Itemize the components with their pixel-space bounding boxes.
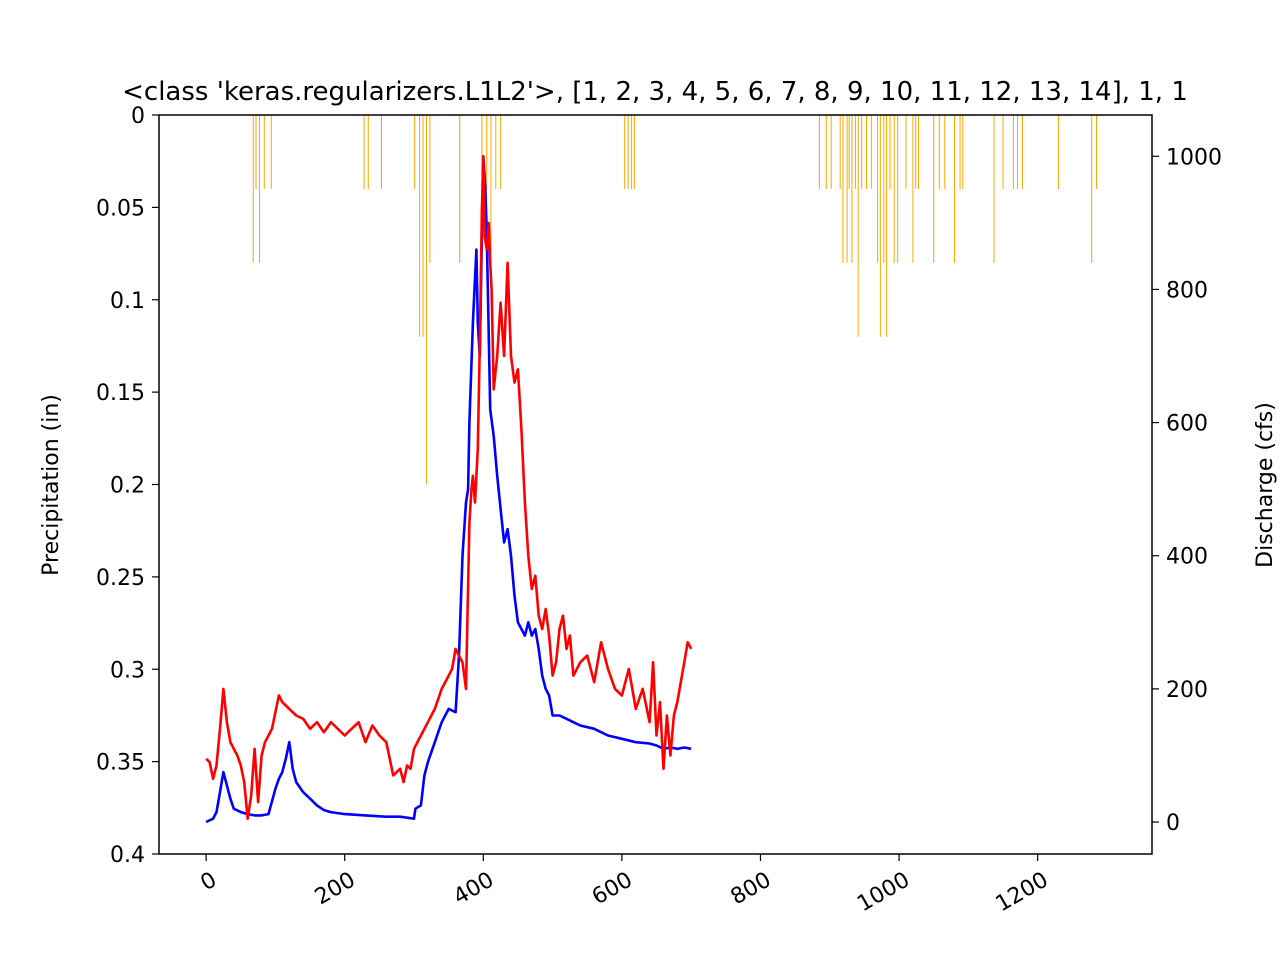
discharge-tick-label: 400	[1166, 545, 1208, 570]
chart-title: <class 'keras.regularizers.L1L2'>, [1, 2…	[122, 77, 1188, 107]
x-tick-label: 1000	[853, 868, 914, 918]
discharge-line-blue	[205, 155, 692, 824]
x-tick-label: 0	[196, 868, 221, 897]
discharge-axis-label: Discharge (cfs)	[1253, 402, 1278, 568]
precipitation-tick-label: 0.35	[96, 751, 145, 776]
discharge-tick-label: 0	[1166, 811, 1180, 836]
x-tick-label: 200	[311, 868, 360, 911]
discharge-axis: 0 200 400 600 800 1000	[1152, 145, 1222, 836]
precipitation-tick-label: 0.15	[96, 381, 145, 406]
precipitation-tick-label: 0	[131, 104, 145, 129]
precipitation-axis-label: Precipitation (in)	[39, 394, 64, 576]
precipitation-tick-label: 0.1	[110, 289, 145, 314]
discharge-tick-label: 200	[1166, 678, 1208, 703]
plot-frame	[158, 114, 1153, 855]
precipitation-tick-label: 0.05	[96, 196, 145, 221]
x-tick-label: 1200	[992, 868, 1053, 918]
x-tick-label: 600	[588, 868, 637, 911]
precipitation-tick-label: 0.4	[110, 843, 145, 868]
discharge-tick-label: 1000	[1166, 145, 1222, 170]
precipitation-tick-label: 0.25	[96, 566, 145, 591]
precipitation-tick-label: 0.2	[110, 474, 145, 499]
precipitation-axis: 0 0.05 0.1 0.15 0.2 0.25 0.3 0.35 0.4	[96, 104, 159, 868]
precipitation-bars	[252, 115, 1098, 485]
x-tick-label: 800	[727, 868, 776, 911]
discharge-tick-label: 800	[1166, 278, 1208, 303]
discharge-line-red	[205, 155, 693, 821]
discharge-lines	[205, 155, 693, 824]
discharge-tick-label: 600	[1166, 412, 1208, 437]
x-axis: 0 200 400 600 800 1000 1200	[196, 854, 1053, 918]
x-tick-label: 400	[449, 868, 498, 911]
precipitation-tick-label: 0.3	[110, 658, 145, 683]
